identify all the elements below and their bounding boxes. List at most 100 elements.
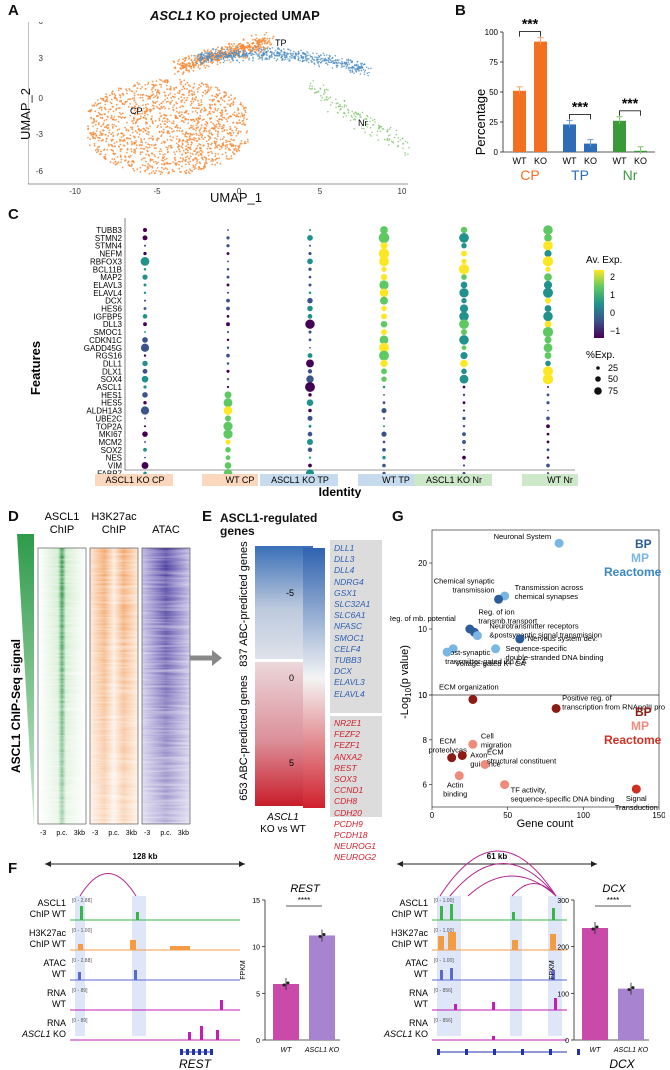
umap-point bbox=[188, 172, 191, 175]
umap-point bbox=[259, 45, 262, 48]
umap-point bbox=[194, 110, 197, 112]
umap-point bbox=[180, 130, 183, 133]
up-gene: NEUROG1 bbox=[334, 841, 377, 852]
dot-mark bbox=[378, 232, 390, 244]
umap-point bbox=[183, 115, 185, 118]
umap-point bbox=[227, 158, 229, 161]
umap-point bbox=[204, 136, 206, 139]
umap-point bbox=[203, 156, 206, 159]
umap-point bbox=[203, 129, 206, 132]
umap-point bbox=[200, 59, 203, 62]
go-ylabel-post: (p value) bbox=[399, 645, 411, 688]
umap-point bbox=[156, 107, 159, 109]
umap-point bbox=[342, 116, 345, 118]
umap-point bbox=[170, 127, 173, 130]
umap-point bbox=[239, 103, 242, 106]
umap-point bbox=[234, 51, 236, 54]
umap-point bbox=[129, 114, 132, 117]
umap-point bbox=[87, 125, 89, 128]
legend-mp-top: MP bbox=[631, 551, 649, 565]
umap-point bbox=[94, 110, 97, 113]
umap-point bbox=[337, 111, 339, 114]
umap-point bbox=[168, 126, 171, 129]
bar-b-bar bbox=[513, 90, 526, 152]
umap-point bbox=[133, 109, 136, 112]
umap-point bbox=[334, 54, 337, 57]
umap-point bbox=[225, 141, 228, 144]
umap-point bbox=[155, 160, 157, 163]
dot-mark bbox=[142, 337, 148, 343]
umap-point bbox=[263, 33, 266, 36]
umap-point bbox=[181, 73, 184, 75]
umap-point bbox=[237, 132, 240, 135]
umap-point bbox=[240, 102, 242, 104]
umap-point bbox=[99, 113, 102, 116]
umap-point bbox=[118, 128, 121, 130]
track-peak bbox=[448, 932, 456, 950]
umap-point bbox=[200, 61, 202, 64]
umap-point bbox=[172, 109, 175, 112]
umap-point bbox=[364, 69, 367, 72]
umap-point bbox=[257, 53, 259, 55]
umap-point bbox=[172, 95, 175, 98]
umap-point bbox=[191, 138, 193, 141]
dot-mark bbox=[382, 417, 386, 420]
umap-point bbox=[246, 54, 249, 56]
umap-point bbox=[156, 126, 159, 129]
umap-point bbox=[150, 137, 153, 139]
dot-mark bbox=[223, 421, 233, 431]
panel-label-f: F bbox=[8, 860, 18, 877]
track-range: [0 - 2.88] bbox=[72, 898, 92, 904]
dot-feature-label: RGS16 bbox=[96, 352, 123, 361]
umap-point bbox=[339, 109, 341, 111]
umap-point bbox=[339, 62, 342, 65]
track-peak bbox=[220, 1000, 223, 1010]
umap-point bbox=[335, 98, 337, 100]
dot-mark bbox=[308, 463, 312, 468]
go-xtick: 0 bbox=[430, 811, 435, 820]
umap-point bbox=[159, 78, 161, 81]
up-gene-list-bg bbox=[330, 716, 382, 817]
umap-point bbox=[131, 163, 133, 166]
track-range: [0 - 856] bbox=[434, 1018, 453, 1024]
umap-point bbox=[226, 59, 229, 62]
go-point-label: Reg. of mb. potential bbox=[390, 614, 456, 623]
umap-point bbox=[175, 150, 178, 153]
umap-point bbox=[247, 53, 250, 55]
umap-point bbox=[99, 116, 102, 119]
dot-mark bbox=[143, 291, 147, 295]
umap-point bbox=[133, 94, 136, 97]
go-point bbox=[494, 594, 504, 604]
dot-mark bbox=[306, 359, 314, 368]
umap-point bbox=[254, 39, 257, 42]
umap-point bbox=[120, 132, 123, 135]
umap-point bbox=[343, 61, 346, 64]
chip-signal-label: ASCL1 ChIP-Seq signal bbox=[9, 639, 23, 773]
umap-point bbox=[208, 90, 211, 92]
umap-point bbox=[185, 135, 188, 138]
umap-point bbox=[199, 128, 202, 131]
umap-point bbox=[170, 97, 173, 99]
umap-point bbox=[161, 107, 164, 109]
dot-mark bbox=[380, 226, 388, 234]
umap-point bbox=[373, 118, 376, 121]
down-gene: GSX1 bbox=[334, 587, 357, 598]
umap-point bbox=[96, 114, 98, 117]
umap-point bbox=[193, 54, 195, 57]
heatmap-fade bbox=[90, 548, 138, 824]
umap-point bbox=[359, 116, 361, 118]
dot-mark bbox=[460, 281, 468, 289]
umap-point bbox=[184, 135, 187, 138]
umap-point bbox=[232, 101, 235, 104]
umap-point bbox=[168, 162, 171, 165]
umap-point bbox=[214, 155, 217, 158]
up-gene: CDH8 bbox=[334, 796, 358, 807]
umap-point bbox=[190, 102, 193, 105]
umap-point bbox=[198, 107, 200, 110]
umap-point bbox=[200, 124, 203, 127]
up-gene: ANXA2 bbox=[334, 751, 362, 762]
umap-point bbox=[178, 139, 181, 142]
umap-point bbox=[294, 53, 297, 55]
down-gene: NDRG4 bbox=[334, 576, 364, 587]
umap-point bbox=[168, 120, 171, 123]
